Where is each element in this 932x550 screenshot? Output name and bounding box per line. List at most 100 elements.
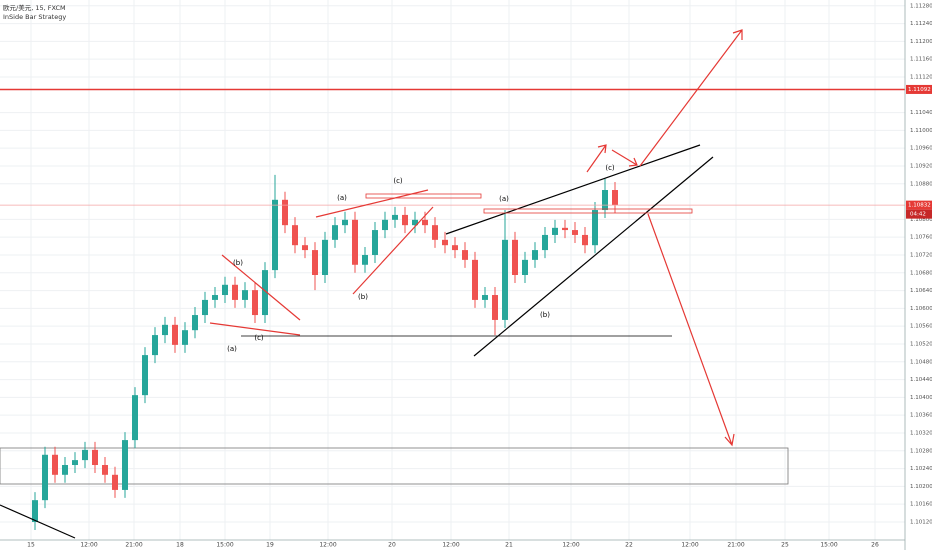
candle-body — [32, 500, 38, 522]
candles — [0, 88, 905, 530]
x-tick-label: 12:00 — [319, 542, 336, 549]
zone — [365, 193, 482, 199]
x-tick-label: 19 — [266, 542, 274, 549]
candle-body — [332, 225, 338, 240]
annotation: (c) — [254, 334, 264, 342]
y-tick-label: 1.10360 — [910, 413, 932, 419]
grid — [0, 0, 905, 540]
y-tick-label: 1.10640 — [910, 288, 932, 294]
candle-body — [42, 454, 48, 501]
price-label-bg — [906, 84, 932, 94]
x-tick-label: 15:00 — [216, 542, 233, 549]
trendline — [315, 189, 429, 218]
candle-body — [252, 290, 258, 316]
candle-body — [52, 454, 58, 475]
candle-body — [102, 465, 108, 475]
candle-body — [572, 230, 578, 235]
price-label: 1.11092 — [908, 87, 931, 93]
candle-body — [512, 239, 518, 275]
candle-body — [412, 219, 418, 226]
candle-body — [262, 270, 268, 316]
candle-body — [62, 465, 68, 475]
candle-body — [202, 299, 208, 316]
candle-body — [132, 395, 138, 441]
price-label: 1.10832 — [908, 203, 931, 209]
x-tick-label: 15:00 — [820, 542, 837, 549]
y-tick-label: 1.10880 — [910, 181, 932, 187]
candle-body — [72, 460, 78, 466]
trendline — [352, 206, 434, 295]
candle-body — [162, 324, 168, 336]
drawings — [0, 29, 743, 539]
annotation: (b) — [358, 293, 368, 301]
candle-body — [522, 259, 528, 275]
y-tick-label: 1.10800 — [910, 217, 932, 223]
y-tick-label: 1.10520 — [910, 341, 932, 347]
y-tick-label: 1.10120 — [910, 519, 932, 525]
x-tick-label: 12:00 — [442, 542, 459, 549]
x-tick-label: 26 — [871, 542, 879, 549]
candle-body — [502, 239, 508, 320]
candle-body — [562, 227, 568, 231]
range-box — [0, 447, 789, 485]
countdown-bg — [906, 209, 932, 219]
candle-body — [342, 219, 348, 226]
annotation: (b) — [233, 259, 243, 267]
candle-body — [432, 225, 438, 240]
candle-body — [592, 210, 598, 246]
annotation: (c) — [605, 164, 615, 172]
candle-body — [602, 190, 608, 211]
y-tick-label: 1.11160 — [910, 57, 932, 63]
candle-body — [372, 230, 378, 255]
annotation: (c) — [393, 177, 403, 185]
x-tick-label: 21:00 — [727, 542, 744, 549]
arrow — [639, 29, 743, 167]
y-tick-label: 1.10960 — [910, 146, 932, 152]
y-tick-label: 1.10320 — [910, 430, 932, 436]
candle-body — [442, 239, 448, 246]
y-tick-label: 1.10760 — [910, 235, 932, 241]
x-tick-label: 15 — [27, 542, 35, 549]
candle-body — [282, 199, 288, 226]
candle-body — [362, 254, 368, 265]
x-tick-label: 12:00 — [80, 542, 97, 549]
y-tick-label: 1.11240 — [910, 21, 932, 27]
candle-body — [582, 234, 588, 246]
candle-body — [82, 449, 88, 461]
candle-body — [242, 290, 248, 300]
candle-body — [142, 355, 148, 396]
annotation: (a) — [499, 195, 509, 203]
candle-body — [122, 440, 128, 490]
candle-body — [542, 234, 548, 251]
candle-body — [192, 315, 198, 331]
y-tick-label: 1.10920 — [910, 163, 932, 169]
y-tick-label: 1.10200 — [910, 484, 932, 490]
x-tick-label: 20 — [388, 542, 396, 549]
trendline — [0, 504, 76, 539]
candle-body — [392, 214, 398, 220]
candle-body — [612, 190, 618, 206]
y-tick-label: 1.10560 — [910, 324, 932, 330]
trendline — [209, 322, 301, 336]
candle-body — [532, 250, 538, 260]
y-tick-label: 1.10680 — [910, 270, 932, 276]
price-label-bg — [906, 200, 932, 210]
candle-body — [182, 330, 188, 345]
x-tick-label: 18 — [176, 542, 184, 549]
candle-body — [552, 227, 558, 235]
trendline — [221, 254, 301, 321]
chart-title: 欧元/美元, 15, FXCM — [3, 3, 66, 12]
axes: 1.10120 1.10160 1.10200 1.10240 1.10280 1.103… — [27, 3, 932, 549]
candle-body — [312, 250, 318, 275]
x-tick-label: 12:00 — [681, 542, 698, 549]
candle-body — [232, 284, 238, 300]
y-tick-label: 1.11280 — [910, 3, 932, 9]
annotation: (a) — [227, 345, 237, 353]
candle-body — [292, 225, 298, 246]
candle-body — [482, 295, 488, 300]
chart-subtitle: InSide Bar Strategy — [3, 13, 66, 21]
candle-body — [402, 214, 408, 226]
y-tick-label: 1.10280 — [910, 448, 932, 454]
candle-body — [272, 199, 278, 271]
